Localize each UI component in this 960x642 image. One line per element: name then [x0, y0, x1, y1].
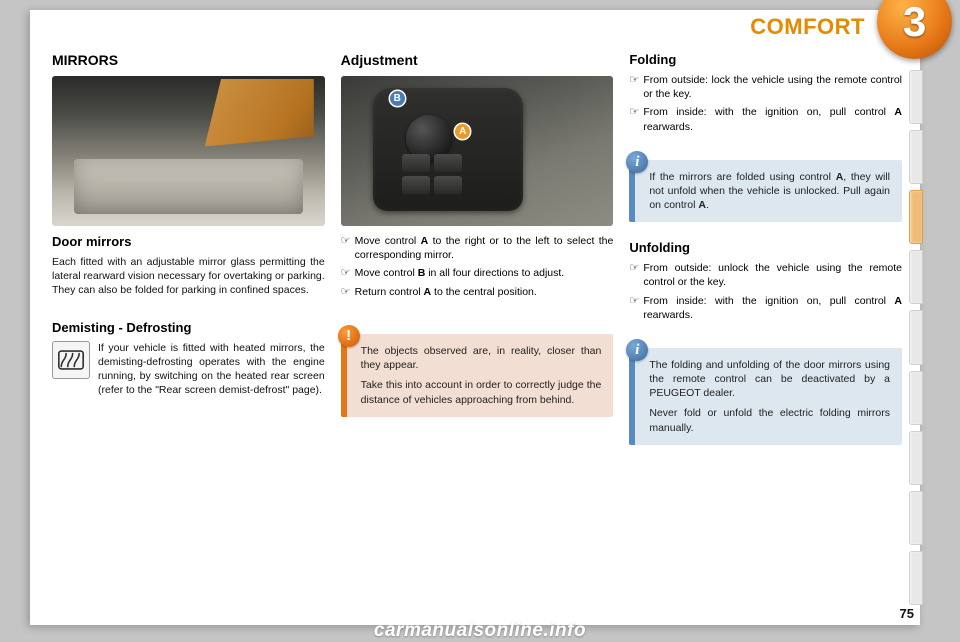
folding-heading: Folding: [629, 52, 902, 67]
side-tab[interactable]: [909, 431, 923, 485]
list-text: From inside: with the ignition on, pull …: [643, 105, 902, 133]
side-tab[interactable]: [909, 250, 923, 304]
side-tab[interactable]: [909, 70, 923, 124]
side-tab[interactable]: [909, 310, 923, 364]
footer-url: carmanualsonline.info: [0, 620, 960, 642]
page-header: COMFORT 3: [30, 10, 920, 46]
interior-photo: [52, 76, 325, 226]
manual-page: COMFORT 3 MIRRORS Door mirrors Each fitt…: [30, 10, 920, 625]
demist-text: If your vehicle is fitted with heated mi…: [98, 341, 325, 398]
warning-callout: ! The objects observed are, in reality, …: [341, 334, 614, 417]
info-text: If the mirrors are folded using control …: [649, 170, 890, 213]
chapter-number: 3: [903, 0, 926, 46]
door-control-photo: B A: [341, 76, 614, 226]
bullet-icon: ☞: [341, 285, 355, 300]
list-text: Return control A to the central position…: [355, 285, 614, 300]
side-tab-active[interactable]: [909, 190, 923, 244]
column-middle: Adjustment B A ☞Move control A to the ri…: [341, 52, 614, 445]
list-text: From outside: lock the vehicle using the…: [643, 73, 902, 101]
info-text-1: The folding and unfolding of the door mi…: [649, 358, 890, 401]
demist-row: If your vehicle is fitted with heated mi…: [52, 341, 325, 398]
side-tab[interactable]: [909, 130, 923, 184]
info-icon: i: [626, 339, 648, 361]
column-left: MIRRORS Door mirrors Each fitted with an…: [52, 52, 325, 445]
mirrors-heading: MIRRORS: [52, 52, 325, 68]
info-icon: i: [626, 151, 648, 173]
list-text: From inside: with the ignition on, pull …: [643, 294, 902, 322]
defrost-icon: [52, 341, 90, 379]
side-tab[interactable]: [909, 491, 923, 545]
list-item: ☞Return control A to the central positio…: [341, 285, 614, 300]
warning-icon: !: [338, 325, 360, 347]
bullet-icon: ☞: [629, 261, 643, 289]
warning-text-2: Take this into account in order to corre…: [361, 378, 602, 406]
door-mirrors-heading: Door mirrors: [52, 234, 325, 249]
list-item: ☞From outside: unlock the vehicle using …: [629, 261, 902, 289]
section-title: COMFORT: [750, 14, 865, 40]
list-item: ☞Move control A to the right or to the l…: [341, 234, 614, 262]
unfolding-steps: ☞From outside: unlock the vehicle using …: [629, 261, 902, 322]
bullet-icon: ☞: [341, 234, 355, 262]
info-text-2: Never fold or unfold the electric foldin…: [649, 406, 890, 434]
list-item: ☞From inside: with the ignition on, pull…: [629, 294, 902, 322]
demist-heading: Demisting - Defrosting: [52, 320, 325, 335]
page-number: 75: [900, 606, 914, 621]
bullet-icon: ☞: [629, 294, 643, 322]
warning-text-1: The objects observed are, in reality, cl…: [361, 344, 602, 372]
list-item: ☞Move control B in all four directions t…: [341, 266, 614, 281]
list-text: Move control A to the right or to the le…: [355, 234, 614, 262]
column-right: Folding ☞From outside: lock the vehicle …: [629, 52, 902, 445]
bullet-icon: ☞: [629, 105, 643, 133]
door-mirrors-text: Each fitted with an adjustable mirror gl…: [52, 255, 325, 298]
side-tab[interactable]: [909, 551, 923, 605]
side-tabs: [909, 70, 923, 605]
info-callout-1: i If the mirrors are folded using contro…: [629, 160, 902, 223]
list-text: Move control B in all four directions to…: [355, 266, 614, 281]
side-tab[interactable]: [909, 371, 923, 425]
list-item: ☞From inside: with the ignition on, pull…: [629, 105, 902, 133]
bullet-icon: ☞: [341, 266, 355, 281]
list-text: From outside: unlock the vehicle using t…: [643, 261, 902, 289]
list-item: ☞From outside: lock the vehicle using th…: [629, 73, 902, 101]
label-b: B: [390, 91, 405, 106]
info-callout-2: i The folding and unfolding of the door …: [629, 348, 902, 445]
adjustment-heading: Adjustment: [341, 52, 614, 68]
adjustment-steps: ☞Move control A to the right or to the l…: [341, 234, 614, 300]
bullet-icon: ☞: [629, 73, 643, 101]
folding-steps: ☞From outside: lock the vehicle using th…: [629, 73, 902, 134]
unfolding-heading: Unfolding: [629, 240, 902, 255]
content-columns: MIRRORS Door mirrors Each fitted with an…: [30, 46, 920, 445]
